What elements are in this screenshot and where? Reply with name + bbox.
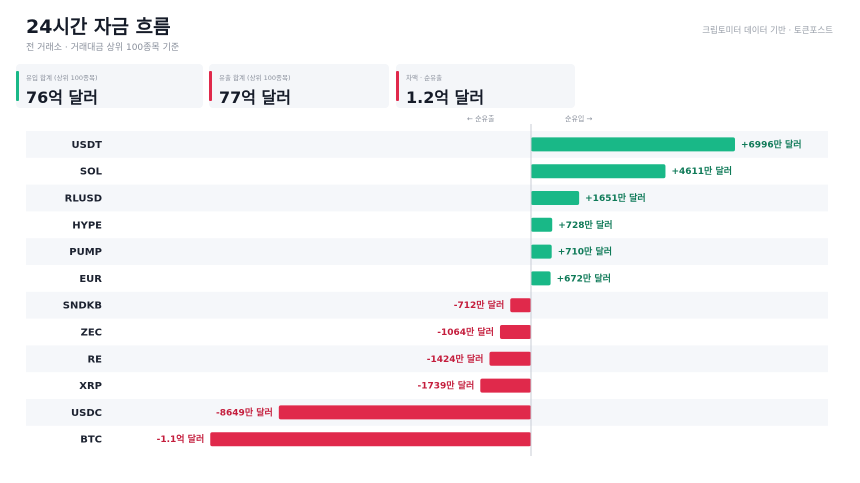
data-label: -1064만 달러	[437, 326, 494, 338]
flow-bar	[531, 191, 580, 205]
flow-bar	[531, 217, 553, 232]
summary-label: 차액 · 순유출	[406, 74, 443, 82]
summary-card-inflow: 유입 합계 (상위 100종목) 76억 달러	[16, 64, 203, 108]
flow-bar	[531, 244, 552, 259]
chart-title: 24시간 자금 흐름	[26, 16, 171, 38]
summary-accent-bar	[16, 71, 19, 101]
data-label: +4611만 달러	[671, 165, 732, 177]
flow-bar	[480, 378, 531, 393]
summary-value: 1.2억 달러	[406, 88, 485, 107]
category-label: USDT	[72, 140, 103, 151]
category-label: RE	[87, 354, 102, 365]
data-label: +1651만 달러	[585, 192, 646, 204]
summary-card-outflow: 유출 합계 (상위 100종목) 77억 달러	[209, 64, 389, 108]
data-label: +710만 달러	[558, 246, 612, 258]
data-label: +672만 달러	[557, 272, 611, 284]
flow-bar	[531, 137, 735, 152]
data-label: -712만 달러	[454, 299, 505, 311]
data-label: +6996만 달러	[741, 138, 802, 150]
category-label: RLUSD	[65, 194, 102, 205]
summary-label: 유출 합계 (상위 100종목)	[219, 74, 291, 82]
category-label: USDC	[71, 408, 102, 419]
summary-value: 77억 달러	[219, 88, 291, 107]
summary-accent-bar	[209, 71, 212, 101]
summary-label: 유입 합계 (상위 100종목)	[26, 74, 98, 82]
flow-bar	[499, 325, 531, 339]
source-note: 크립토미터 데이터 기반 · 토큰포스트	[702, 26, 833, 36]
data-label: -1739만 달러	[418, 380, 475, 392]
data-label: -1.1억 달러	[157, 433, 205, 445]
flow-bar	[278, 405, 531, 420]
row-stripe	[26, 184, 828, 212]
chart-subtitle: 전 거래소 · 거래대금 상위 100종목 기준	[26, 43, 180, 53]
summary-card-net: 차액 · 순유출 1.2억 달러	[396, 64, 575, 108]
flow-bar	[531, 164, 666, 179]
data-label: +728만 달러	[558, 219, 612, 231]
category-label: SNDKB	[63, 301, 102, 312]
axis-note-inflow: 순유입 →	[565, 115, 593, 123]
category-label: BTC	[80, 435, 102, 446]
category-label: SOL	[80, 167, 103, 178]
category-label: PUMP	[69, 247, 102, 258]
category-label: XRP	[79, 381, 102, 392]
flow-bar	[489, 351, 531, 366]
summary-value: 76억 달러	[26, 88, 98, 107]
category-label: ZEC	[81, 328, 102, 339]
row-stripe	[26, 291, 828, 319]
data-label: -8649만 달러	[216, 406, 273, 418]
axis-note-outflow: ← 순유출	[467, 115, 495, 123]
summary-accent-bar	[396, 71, 399, 101]
flow-bar	[210, 432, 531, 447]
row-stripe	[26, 345, 828, 373]
category-label: HYPE	[72, 220, 102, 231]
row-stripe	[26, 238, 828, 265]
category-label: EUR	[79, 274, 102, 285]
data-label: -1424만 달러	[427, 353, 484, 365]
flow-bar	[531, 271, 551, 286]
flow-bar	[510, 298, 531, 313]
